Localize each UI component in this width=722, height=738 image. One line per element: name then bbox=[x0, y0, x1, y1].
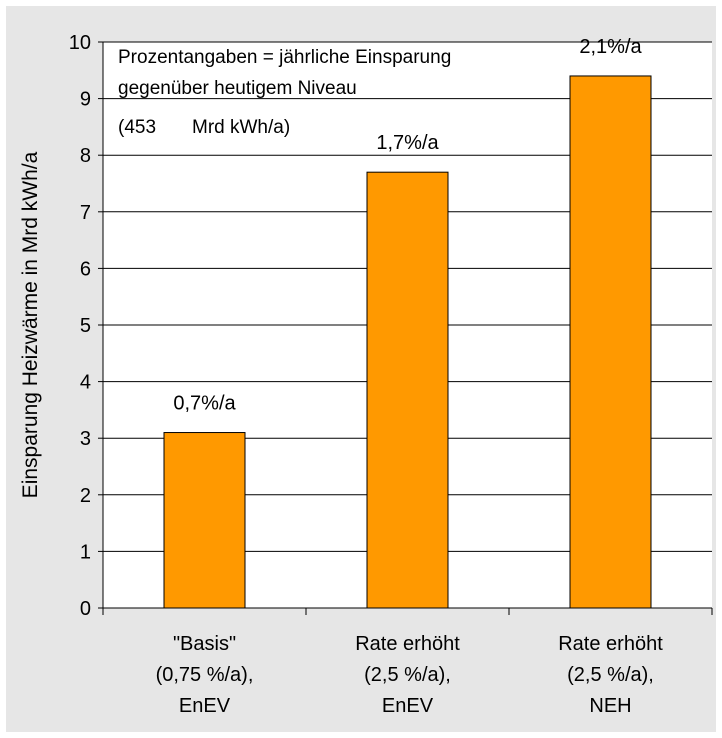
y-tick-label: 8 bbox=[80, 145, 91, 167]
y-tick-label: 3 bbox=[80, 428, 91, 450]
data-label: 1,7%/a bbox=[376, 132, 439, 154]
x-category-label: (2,5 %/a), bbox=[567, 664, 654, 686]
x-category-label: Rate erhöht bbox=[558, 633, 663, 655]
x-category-label: (2,5 %/a), bbox=[364, 664, 451, 686]
y-axis-label: Einsparung Heizwärme in Mrd kWh/a bbox=[19, 151, 42, 498]
annotation-line-1: Prozentangaben = jährliche Einsparung bbox=[118, 47, 451, 68]
bar bbox=[163, 432, 246, 609]
y-tick-label: 9 bbox=[80, 89, 91, 111]
bar bbox=[366, 171, 449, 609]
x-category-label: Rate erhöht bbox=[355, 633, 460, 655]
data-label: 2,1%/a bbox=[579, 36, 642, 58]
annotation-line-3-unit: Mrd kWh/a) bbox=[192, 117, 290, 138]
x-category-label: EnEV bbox=[179, 695, 231, 717]
y-tick-label: 1 bbox=[80, 541, 91, 563]
x-category-label: (0,75 %/a), bbox=[156, 664, 254, 686]
y-tick-label: 6 bbox=[80, 258, 91, 280]
y-tick-label: 0 bbox=[80, 598, 91, 620]
y-tick-label: 2 bbox=[80, 485, 91, 507]
x-axis-categories: "Basis" (0,75 %/a), EnEV Rate erhöht (2,5 %/… bbox=[102, 608, 713, 717]
x-category-label: "Basis" bbox=[173, 633, 236, 655]
annotation-line-2: gegenüber heutigem Niveau bbox=[118, 78, 357, 99]
bar bbox=[569, 75, 652, 609]
data-label: 0,7%/a bbox=[173, 393, 236, 415]
bars bbox=[163, 75, 652, 609]
y-tick-label: 7 bbox=[80, 202, 91, 224]
y-tick-label: 10 bbox=[69, 32, 91, 54]
data-labels: 0,7%/a 1,7%/a 2,1%/a bbox=[173, 36, 642, 415]
y-tick-label: 5 bbox=[80, 315, 91, 337]
x-category-label: EnEV bbox=[382, 695, 434, 717]
x-category-label: NEH bbox=[589, 695, 631, 717]
y-tick-label: 4 bbox=[80, 372, 91, 394]
annotation-line-3-open: (453 bbox=[118, 117, 156, 138]
y-axis-ticks: 0 1 2 3 4 5 6 7 8 9 10 bbox=[69, 32, 103, 620]
